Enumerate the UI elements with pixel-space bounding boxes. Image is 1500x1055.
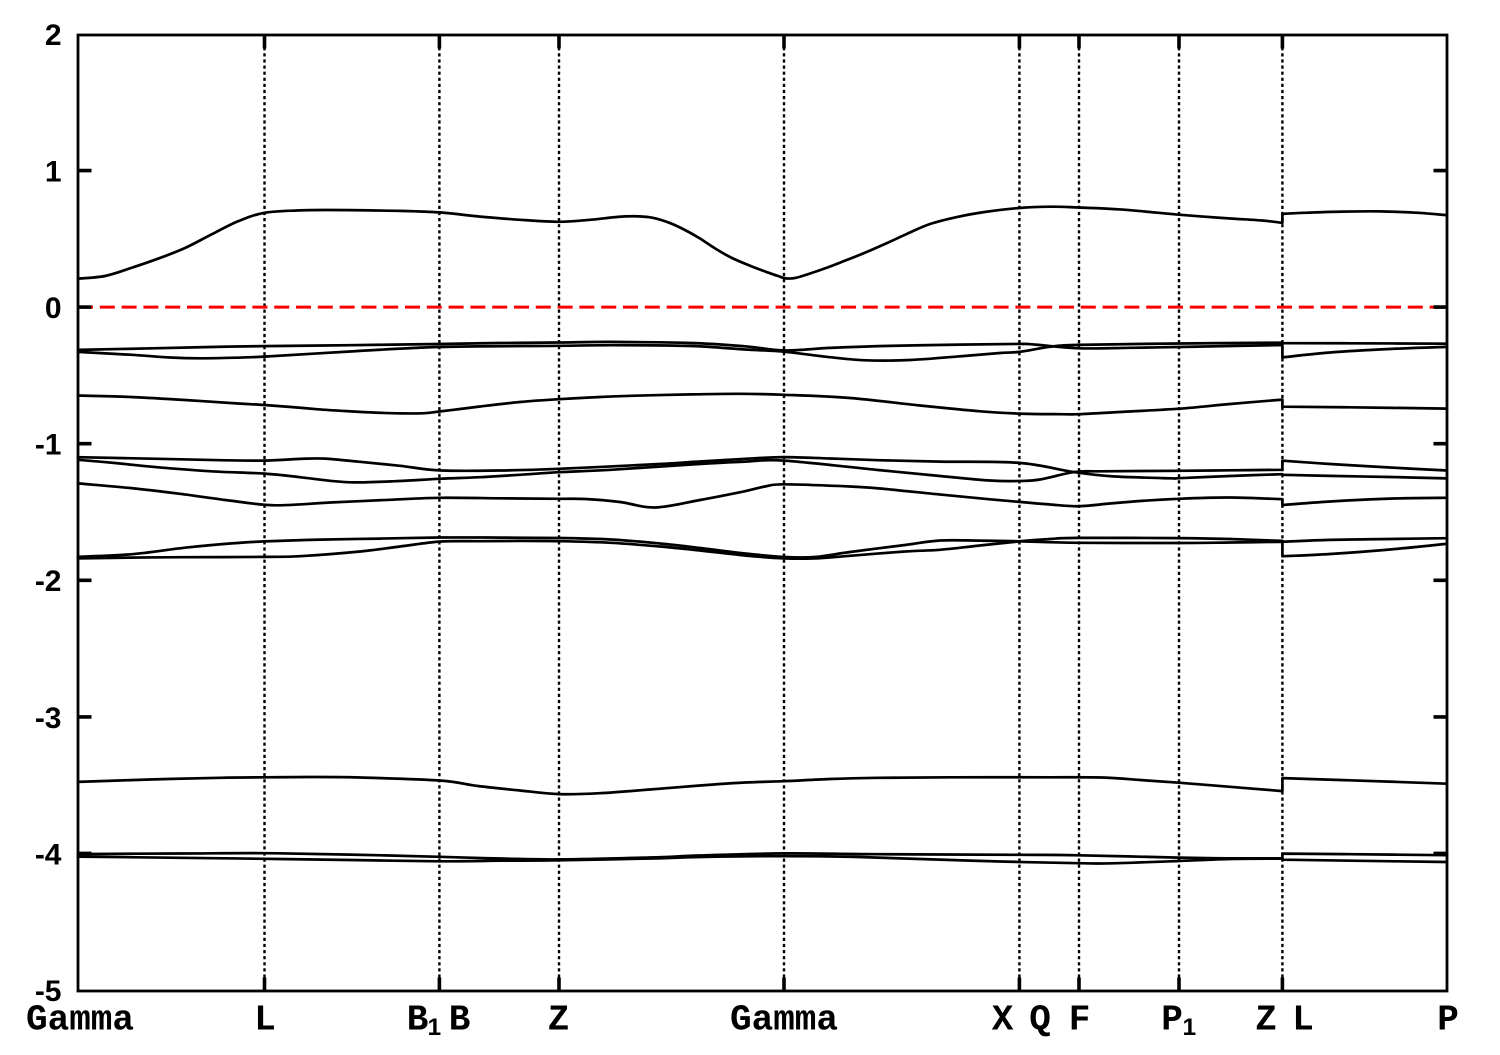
svg-text:B: B	[449, 1000, 471, 1041]
svg-text:2: 2	[45, 19, 62, 52]
svg-text:1: 1	[428, 1014, 442, 1041]
svg-text:B: B	[407, 1000, 429, 1041]
svg-text:X: X	[992, 1000, 1014, 1041]
svg-text:-2: -2	[35, 565, 62, 598]
svg-text:Q: Q	[1029, 1000, 1051, 1041]
svg-text:1: 1	[1183, 1014, 1197, 1041]
svg-text:F: F	[1069, 1000, 1091, 1041]
svg-text:Gamma: Gamma	[26, 1000, 134, 1041]
svg-text:L: L	[254, 1000, 276, 1041]
svg-text:-5: -5	[35, 975, 62, 1008]
svg-text:0: 0	[45, 292, 62, 325]
svg-text:L: L	[1292, 1000, 1314, 1041]
svg-text:-3: -3	[35, 702, 62, 735]
svg-text:P: P	[1161, 1000, 1183, 1041]
svg-text:Z: Z	[548, 1000, 570, 1041]
svg-text:-4: -4	[35, 838, 62, 871]
svg-text:1: 1	[45, 156, 62, 189]
svg-text:P: P	[1437, 1000, 1459, 1041]
svg-text:Z: Z	[1255, 1000, 1277, 1041]
svg-text:-1: -1	[35, 429, 62, 462]
svg-text:Gamma: Gamma	[730, 1000, 838, 1041]
